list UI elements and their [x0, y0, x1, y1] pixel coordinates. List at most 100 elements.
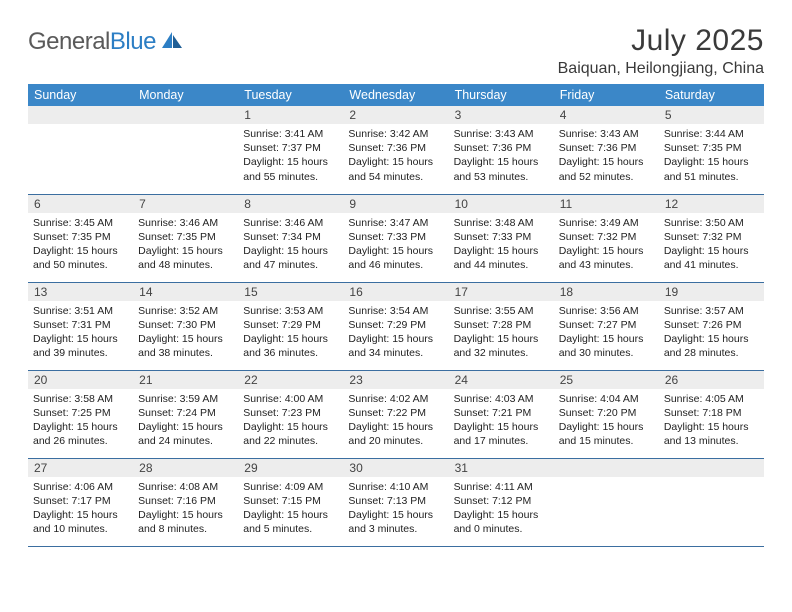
sunrise-line: Sunrise: 4:09 AM	[243, 480, 338, 494]
day-body: Sunrise: 4:03 AMSunset: 7:21 PMDaylight:…	[449, 389, 554, 453]
sunset-line: Sunset: 7:22 PM	[348, 406, 443, 420]
sunrise-line: Sunrise: 3:57 AM	[664, 304, 759, 318]
day-body: Sunrise: 3:51 AMSunset: 7:31 PMDaylight:…	[28, 301, 133, 365]
sunrise-line: Sunrise: 3:46 AM	[243, 216, 338, 230]
calendar-day-cell: 17Sunrise: 3:55 AMSunset: 7:28 PMDayligh…	[449, 282, 554, 370]
day-number: 29	[238, 459, 343, 477]
daylight-line: Daylight: 15 hours and 46 minutes.	[348, 244, 443, 272]
calendar-day-cell: 20Sunrise: 3:58 AMSunset: 7:25 PMDayligh…	[28, 370, 133, 458]
sunrise-line: Sunrise: 4:05 AM	[664, 392, 759, 406]
sunrise-line: Sunrise: 3:59 AM	[138, 392, 233, 406]
day-body: Sunrise: 4:09 AMSunset: 7:15 PMDaylight:…	[238, 477, 343, 541]
day-body: Sunrise: 3:42 AMSunset: 7:36 PMDaylight:…	[343, 124, 448, 188]
day-number: 31	[449, 459, 554, 477]
calendar-day-cell: 29Sunrise: 4:09 AMSunset: 7:15 PMDayligh…	[238, 458, 343, 546]
daylight-line: Daylight: 15 hours and 39 minutes.	[33, 332, 128, 360]
sunrise-line: Sunrise: 3:43 AM	[559, 127, 654, 141]
calendar-day-cell: 11Sunrise: 3:49 AMSunset: 7:32 PMDayligh…	[554, 194, 659, 282]
weekday-header: Friday	[554, 84, 659, 106]
daylight-line: Daylight: 15 hours and 10 minutes.	[33, 508, 128, 536]
sunrise-line: Sunrise: 3:46 AM	[138, 216, 233, 230]
daylight-line: Daylight: 15 hours and 55 minutes.	[243, 155, 338, 183]
sunset-line: Sunset: 7:16 PM	[138, 494, 233, 508]
daylight-line: Daylight: 15 hours and 13 minutes.	[664, 420, 759, 448]
day-body: Sunrise: 3:55 AMSunset: 7:28 PMDaylight:…	[449, 301, 554, 365]
weekday-header: Monday	[133, 84, 238, 106]
calendar-body: 1Sunrise: 3:41 AMSunset: 7:37 PMDaylight…	[28, 106, 764, 546]
calendar-day-cell: 7Sunrise: 3:46 AMSunset: 7:35 PMDaylight…	[133, 194, 238, 282]
sunrise-line: Sunrise: 3:50 AM	[664, 216, 759, 230]
sunset-line: Sunset: 7:21 PM	[454, 406, 549, 420]
daylight-line: Daylight: 15 hours and 22 minutes.	[243, 420, 338, 448]
day-number: 12	[659, 195, 764, 213]
sunset-line: Sunset: 7:32 PM	[664, 230, 759, 244]
day-number: 18	[554, 283, 659, 301]
day-body: Sunrise: 3:52 AMSunset: 7:30 PMDaylight:…	[133, 301, 238, 365]
day-number: 2	[343, 106, 448, 124]
calendar-day-cell: 16Sunrise: 3:54 AMSunset: 7:29 PMDayligh…	[343, 282, 448, 370]
calendar-day-cell: 25Sunrise: 4:04 AMSunset: 7:20 PMDayligh…	[554, 370, 659, 458]
sunset-line: Sunset: 7:25 PM	[33, 406, 128, 420]
sunset-line: Sunset: 7:30 PM	[138, 318, 233, 332]
daylight-line: Daylight: 15 hours and 32 minutes.	[454, 332, 549, 360]
day-body: Sunrise: 3:57 AMSunset: 7:26 PMDaylight:…	[659, 301, 764, 365]
sunset-line: Sunset: 7:33 PM	[348, 230, 443, 244]
daylight-line: Daylight: 15 hours and 41 minutes.	[664, 244, 759, 272]
calendar-day-cell: 28Sunrise: 4:08 AMSunset: 7:16 PMDayligh…	[133, 458, 238, 546]
weekday-header: Saturday	[659, 84, 764, 106]
sunset-line: Sunset: 7:35 PM	[33, 230, 128, 244]
day-number: 7	[133, 195, 238, 213]
daylight-line: Daylight: 15 hours and 30 minutes.	[559, 332, 654, 360]
sunrise-line: Sunrise: 3:47 AM	[348, 216, 443, 230]
weekday-header: Wednesday	[343, 84, 448, 106]
sunset-line: Sunset: 7:12 PM	[454, 494, 549, 508]
day-number: 1	[238, 106, 343, 124]
brand-text: GeneralBlue	[28, 28, 156, 56]
calendar-day-cell: 18Sunrise: 3:56 AMSunset: 7:27 PMDayligh…	[554, 282, 659, 370]
calendar-day-cell: 10Sunrise: 3:48 AMSunset: 7:33 PMDayligh…	[449, 194, 554, 282]
sunset-line: Sunset: 7:35 PM	[138, 230, 233, 244]
day-number: 14	[133, 283, 238, 301]
day-number: 28	[133, 459, 238, 477]
day-number-empty	[554, 459, 659, 477]
calendar-week-row: 27Sunrise: 4:06 AMSunset: 7:17 PMDayligh…	[28, 458, 764, 546]
day-number-empty	[133, 106, 238, 124]
calendar-day-cell	[28, 106, 133, 194]
sunset-line: Sunset: 7:31 PM	[33, 318, 128, 332]
sunrise-line: Sunrise: 4:11 AM	[454, 480, 549, 494]
daylight-line: Daylight: 15 hours and 15 minutes.	[559, 420, 654, 448]
day-number: 19	[659, 283, 764, 301]
title-block: July 2025 Baiquan, Heilongjiang, China	[558, 24, 764, 78]
calendar-day-cell: 3Sunrise: 3:43 AMSunset: 7:36 PMDaylight…	[449, 106, 554, 194]
sunset-line: Sunset: 7:36 PM	[559, 141, 654, 155]
sunrise-line: Sunrise: 3:44 AM	[664, 127, 759, 141]
daylight-line: Daylight: 15 hours and 0 minutes.	[454, 508, 549, 536]
sunset-line: Sunset: 7:26 PM	[664, 318, 759, 332]
daylight-line: Daylight: 15 hours and 24 minutes.	[138, 420, 233, 448]
day-number: 26	[659, 371, 764, 389]
day-body: Sunrise: 3:48 AMSunset: 7:33 PMDaylight:…	[449, 213, 554, 277]
daylight-line: Daylight: 15 hours and 36 minutes.	[243, 332, 338, 360]
sunrise-line: Sunrise: 4:00 AM	[243, 392, 338, 406]
sunrise-line: Sunrise: 3:43 AM	[454, 127, 549, 141]
sunrise-line: Sunrise: 3:55 AM	[454, 304, 549, 318]
sunrise-line: Sunrise: 3:58 AM	[33, 392, 128, 406]
sunrise-line: Sunrise: 3:53 AM	[243, 304, 338, 318]
sunset-line: Sunset: 7:36 PM	[454, 141, 549, 155]
calendar-day-cell: 1Sunrise: 3:41 AMSunset: 7:37 PMDaylight…	[238, 106, 343, 194]
day-number: 25	[554, 371, 659, 389]
day-number: 17	[449, 283, 554, 301]
day-body: Sunrise: 3:45 AMSunset: 7:35 PMDaylight:…	[28, 213, 133, 277]
daylight-line: Daylight: 15 hours and 17 minutes.	[454, 420, 549, 448]
day-body: Sunrise: 3:41 AMSunset: 7:37 PMDaylight:…	[238, 124, 343, 188]
daylight-line: Daylight: 15 hours and 26 minutes.	[33, 420, 128, 448]
daylight-line: Daylight: 15 hours and 51 minutes.	[664, 155, 759, 183]
daylight-line: Daylight: 15 hours and 52 minutes.	[559, 155, 654, 183]
calendar-day-cell: 24Sunrise: 4:03 AMSunset: 7:21 PMDayligh…	[449, 370, 554, 458]
day-number: 13	[28, 283, 133, 301]
day-body: Sunrise: 3:46 AMSunset: 7:35 PMDaylight:…	[133, 213, 238, 277]
sunrise-line: Sunrise: 3:48 AM	[454, 216, 549, 230]
day-body: Sunrise: 3:53 AMSunset: 7:29 PMDaylight:…	[238, 301, 343, 365]
day-body: Sunrise: 3:43 AMSunset: 7:36 PMDaylight:…	[449, 124, 554, 188]
sunset-line: Sunset: 7:27 PM	[559, 318, 654, 332]
